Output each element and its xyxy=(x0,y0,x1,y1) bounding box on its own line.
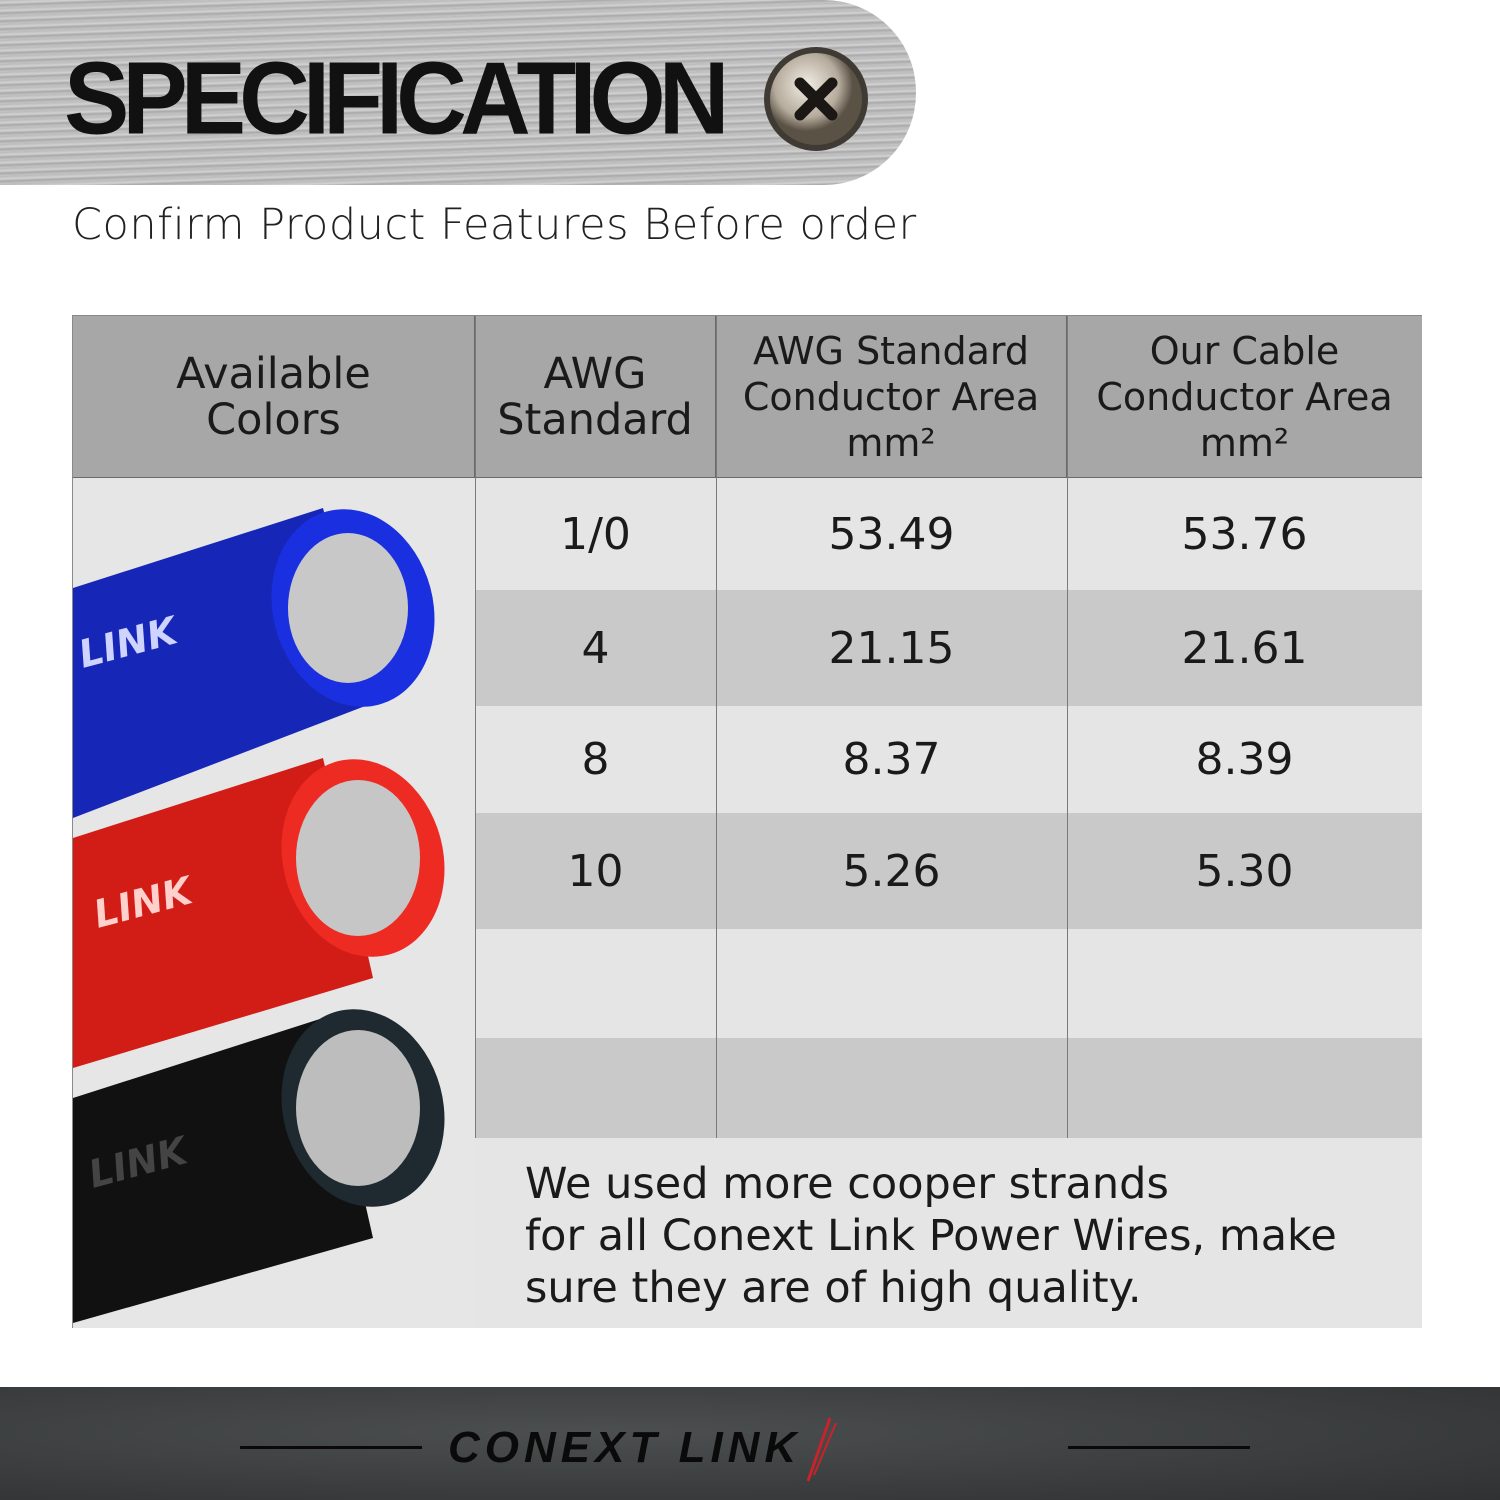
cell-awg: 4 xyxy=(475,590,716,706)
spec-table: Available Colors AWG Standard AWG Standa… xyxy=(72,315,1422,1328)
column-divider xyxy=(475,316,476,1328)
empty-row xyxy=(475,929,1422,1038)
logo-rule-left xyxy=(240,1446,422,1449)
empty-row xyxy=(475,1038,1422,1138)
logo-rule-right xyxy=(1068,1446,1250,1449)
col-header-awg: AWG Standard xyxy=(475,316,716,478)
cell-standard-area: 21.15 xyxy=(716,590,1067,706)
col-header-colors: Available Colors xyxy=(73,316,475,478)
cell-awg: 10 xyxy=(475,813,716,929)
cell-our-area: 53.76 xyxy=(1067,478,1422,590)
cell-our-area: 8.39 xyxy=(1067,706,1422,813)
col-header-standard-area: AWG Standard Conductor Area mm² xyxy=(716,316,1067,478)
column-divider xyxy=(716,316,717,1138)
blue-cable: LINK xyxy=(73,508,435,818)
screw-icon xyxy=(764,47,868,151)
column-divider xyxy=(1067,316,1068,1138)
header-banner xyxy=(0,0,916,185)
cell-standard-area: 5.26 xyxy=(716,813,1067,929)
logo-slash-mark xyxy=(806,1417,837,1482)
subtitle: Confirm Product Features Before order xyxy=(72,200,917,250)
brand-logo: CONEXT LINK xyxy=(448,1423,802,1472)
footer-band xyxy=(0,1387,1500,1500)
cell-awg: 1/0 xyxy=(475,478,716,590)
quality-note: We used more cooper strands for all Cone… xyxy=(475,1138,1422,1328)
cell-awg: 8 xyxy=(475,706,716,813)
cable-colors-image: LINK LINK LINK xyxy=(73,478,475,1328)
col-header-our-area: Our Cable Conductor Area mm² xyxy=(1067,316,1422,478)
cell-our-area: 21.61 xyxy=(1067,590,1422,706)
page-title: SPECIFICATION xyxy=(64,40,730,156)
cell-standard-area: 8.37 xyxy=(716,706,1067,813)
cell-our-area: 5.30 xyxy=(1067,813,1422,929)
black-cable: LINK xyxy=(73,1009,445,1323)
red-cable: LINK xyxy=(73,758,445,1068)
cell-standard-area: 53.49 xyxy=(716,478,1067,590)
